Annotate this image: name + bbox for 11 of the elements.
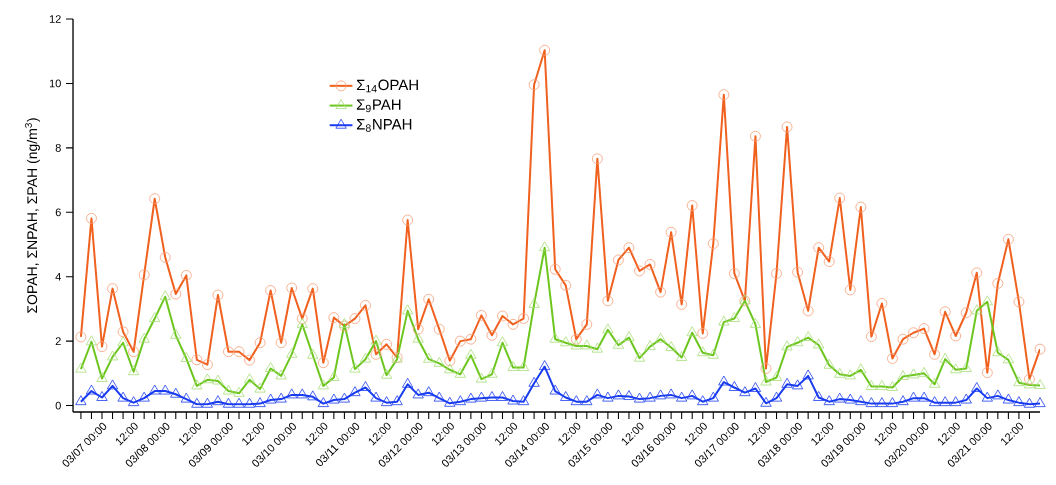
- y-tick-label: 12: [49, 15, 61, 23]
- y-tick-label: 0: [55, 401, 61, 410]
- legend-label: Σ$_{8}$NPAH: [356, 119, 412, 132]
- y-axis-title: ΣOPAH, ΣNPAH, ΣPAH (ng/m$^{3}$): [24, 118, 40, 313]
- y-tick-label: 6: [55, 208, 61, 217]
- y-tick-label: 8: [55, 143, 61, 152]
- y-tick-label: 4: [55, 272, 61, 281]
- y-tick-label: 2: [55, 337, 61, 345]
- y-tick-label: 10: [49, 79, 61, 88]
- legend-label: Σ$_{14}$OPAH: [356, 79, 418, 93]
- legend-label: Σ$_{9}$PAH: [356, 99, 401, 113]
